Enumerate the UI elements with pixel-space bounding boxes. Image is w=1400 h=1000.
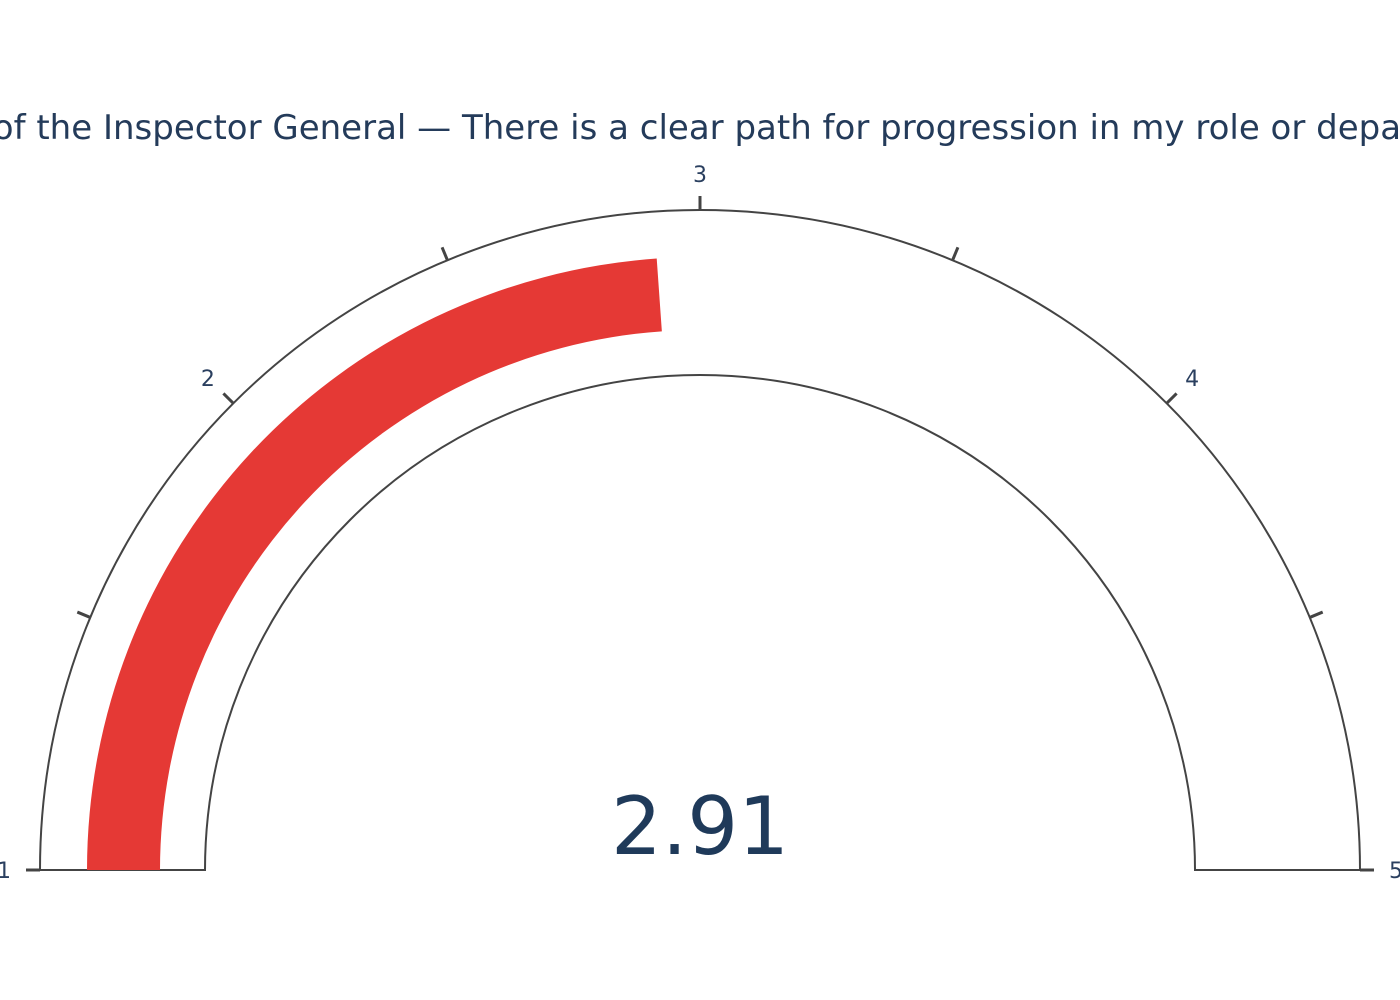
gauge-tick-label-3: 3	[693, 163, 707, 188]
gauge-tick-label-2: 2	[201, 367, 215, 392]
gauge-tick-2-5	[440, 246, 449, 261]
gauge-value: 2.91	[611, 780, 789, 873]
gauge-tick-2	[222, 392, 235, 405]
gauge-tick-4	[1165, 392, 1178, 405]
chart-title: Office of the Inspector General — There …	[0, 108, 1400, 148]
gauge-tick-1-5	[76, 610, 91, 619]
gauge-value-bar	[87, 258, 662, 870]
gauge-axis: 1 2 3 4 5	[0, 163, 1400, 884]
gauge-tick-label-5: 5	[1389, 859, 1400, 884]
gauge-outline	[38, 209, 1362, 871]
gauge-tick-label-4: 4	[1185, 367, 1199, 392]
gauge-tick-3-5	[951, 246, 960, 261]
gauge-tick-label-1: 1	[0, 859, 11, 884]
gauge-tick-4-5	[1309, 610, 1324, 619]
